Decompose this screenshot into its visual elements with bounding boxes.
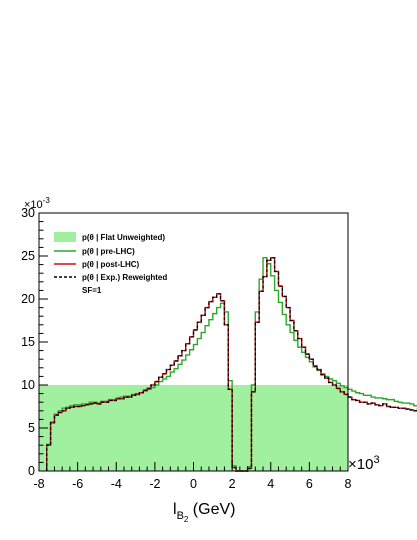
y-tick-label: 20 [21, 292, 35, 306]
x-tick-label: 0 [190, 477, 197, 491]
x-axis-multiplier: ×103 [348, 454, 380, 473]
y-tick-label: 30 [21, 206, 35, 220]
x-title-subsub: 2 [184, 515, 189, 524]
x-tick-label: 4 [267, 477, 274, 491]
x-tick-label: 8 [345, 477, 352, 491]
flat-unweighted-band [39, 385, 348, 471]
x-title-sub: B [177, 510, 184, 522]
legend-label-exp-reweighted: p(θ | Exp.) Reweighted [82, 273, 167, 282]
series-p-pre-lhc- [46, 257, 417, 472]
legend-label-pre-lhc: p(θ | pre-LHC) [82, 247, 135, 256]
y-tick-label: 25 [21, 249, 35, 263]
legend-label-flat: p(θ | Flat Unweighted) [82, 233, 165, 242]
x-title-unit: (GeV) [188, 501, 235, 518]
x-tick-label: 2 [229, 477, 236, 491]
x-axis-title: lB2 (GeV) [173, 501, 235, 524]
y-tick-label: 0 [28, 464, 35, 478]
x-multiplier-base: ×10 [348, 456, 373, 473]
y-multiplier-base: ×10 [24, 199, 43, 211]
legend-swatch-flat [54, 232, 76, 242]
x-multiplier-exp: 3 [373, 454, 379, 466]
y-axis-multiplier: ×10-3 [24, 196, 50, 211]
x-tick-label: 6 [306, 477, 313, 491]
legend: p(θ | Flat Unweighted) p(θ | pre-LHC) p(… [54, 232, 167, 295]
legend-label-post-lhc: p(θ | post-LHC) [82, 260, 140, 269]
series-layer [46, 257, 417, 472]
x-tick-label: -6 [72, 477, 83, 491]
y-multiplier-exp: -3 [43, 196, 51, 205]
ticks-layer: -8 -6 -4 -2 0 2 4 6 8 0 5 10 15 20 25 30 [21, 206, 351, 491]
legend-note-sf: SF=1 [82, 286, 102, 295]
x-title-main: l [173, 501, 177, 518]
x-tick-label: -8 [33, 477, 44, 491]
y-tick-label: 10 [21, 378, 35, 392]
y-tick-label: 5 [28, 421, 35, 435]
series-p-exp-reweighted [46, 257, 417, 472]
y-tick-label: 15 [21, 335, 35, 349]
x-tick-label: -2 [149, 477, 160, 491]
x-tick-label: -4 [111, 477, 122, 491]
